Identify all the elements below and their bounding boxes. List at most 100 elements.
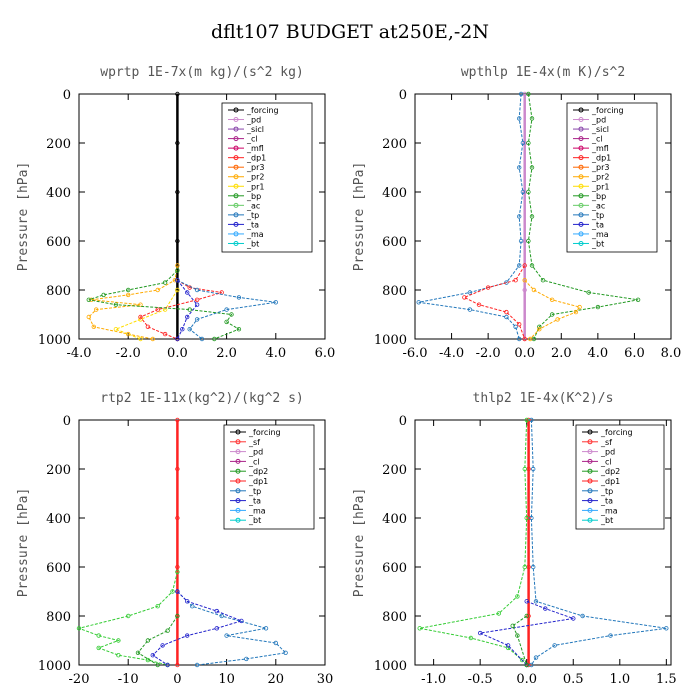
series-point: [529, 214, 535, 219]
legend-label: _pr1: [591, 182, 609, 191]
series-point: [526, 417, 531, 423]
series-point: [175, 613, 180, 619]
series-point: [194, 287, 200, 293]
series-point: [175, 278, 180, 283]
x-tick-label: 4.0: [265, 346, 286, 361]
x-tick-label: -4.0: [439, 346, 464, 361]
series-line-tp: [177, 279, 276, 340]
y-tick-label: 600: [46, 561, 71, 576]
legend-marker: [578, 117, 584, 123]
legend-marker: [233, 136, 239, 142]
panel-title: thlp2 1E-4x(K^2)/s: [473, 391, 614, 406]
series-point: [529, 417, 534, 423]
y-tick-label: 800: [382, 610, 407, 625]
legend-label: _tp: [248, 487, 261, 496]
legend-label: _ta: [248, 497, 261, 506]
legend-marker: [233, 193, 239, 199]
legend-marker: [233, 183, 239, 189]
x-tick-label: 6.0: [624, 346, 645, 361]
legend-marker: [235, 488, 241, 494]
x-tick-label: 6.0: [315, 346, 336, 361]
legend-label: _pr3: [246, 163, 264, 172]
x-tick-label: -1.0: [421, 672, 446, 687]
legend-label: _ma: [248, 506, 266, 515]
x-tick-label: 0.0: [516, 672, 537, 687]
series-point: [184, 633, 190, 638]
series-point: [526, 189, 531, 195]
series-point: [170, 589, 175, 594]
legend-label: _ta: [246, 220, 259, 229]
series-point: [229, 312, 234, 317]
legend-label: _mfl: [246, 144, 264, 153]
legend-marker: [587, 517, 593, 523]
series-point: [526, 662, 531, 668]
x-tick-label: 4.0: [588, 346, 609, 361]
series-point: [510, 623, 515, 628]
legend-label: _tp: [600, 487, 613, 496]
series-point: [504, 309, 509, 315]
series-point: [244, 656, 249, 662]
series-point: [194, 297, 200, 302]
figure-title: dflt107 BUDGET at250E,-2N: [211, 21, 489, 43]
x-tick-label: 0.0: [167, 346, 188, 361]
legend-label: _forcing: [248, 428, 281, 437]
x-tick-label: 2.0: [216, 346, 237, 361]
series-point: [155, 287, 160, 293]
series-point: [175, 263, 180, 268]
series-point: [86, 314, 91, 320]
y-tick-label: 400: [46, 512, 71, 527]
series-point: [175, 417, 180, 423]
series-point: [138, 336, 143, 342]
series-point: [529, 263, 535, 268]
legend-label: _pd: [600, 448, 615, 457]
series-line-bp: [527, 93, 639, 340]
series-point: [555, 317, 560, 322]
chart-panel-3: rtp2 1E-11x(kg^2)/(kg^2 s) Pressure [hPa]…: [16, 391, 333, 687]
plot-frame: [78, 93, 326, 340]
series-point: [526, 613, 531, 619]
legend-label: _ac: [591, 201, 605, 210]
y-tick-label: 400: [382, 512, 407, 527]
legend-marker: [233, 117, 239, 123]
series-point: [199, 336, 205, 342]
series-point: [524, 599, 529, 604]
legend-marker: [233, 164, 239, 170]
series-line-dp1: [139, 279, 222, 340]
series-point: [552, 643, 557, 648]
series-line-dp1: [463, 265, 526, 340]
series-point: [145, 324, 151, 329]
series-point: [175, 268, 180, 273]
series-point: [485, 285, 491, 290]
legend-marker: [235, 478, 241, 484]
series-point: [529, 515, 534, 521]
series-point: [580, 613, 585, 619]
series-point: [180, 327, 185, 332]
series-point: [113, 302, 119, 307]
series-point: [524, 613, 529, 619]
series-point: [116, 653, 121, 658]
series-point: [184, 290, 190, 295]
legend-marker: [578, 231, 584, 237]
legend-label: _dp1: [600, 477, 620, 486]
legend-label: _pd: [591, 116, 606, 125]
series-point: [194, 662, 200, 668]
y-tick-label: 1000: [374, 333, 407, 348]
legend-marker: [578, 145, 584, 151]
series-point: [116, 638, 121, 643]
legend-label: _cl: [600, 457, 612, 466]
series-point: [165, 628, 170, 633]
x-tick-label: -10: [118, 672, 139, 687]
legend-label: _cl: [248, 457, 260, 466]
series-point: [416, 300, 421, 305]
series-point: [91, 324, 96, 329]
legend-label: _dp2: [600, 467, 620, 476]
legend-marker: [233, 126, 239, 132]
series-point: [160, 643, 165, 648]
series-point: [175, 238, 180, 244]
legend-marker: [587, 429, 593, 435]
series-point: [224, 319, 229, 325]
y-tick-label: 600: [382, 235, 407, 250]
x-tick-label: -4.0: [66, 346, 91, 361]
series-point: [194, 302, 200, 307]
